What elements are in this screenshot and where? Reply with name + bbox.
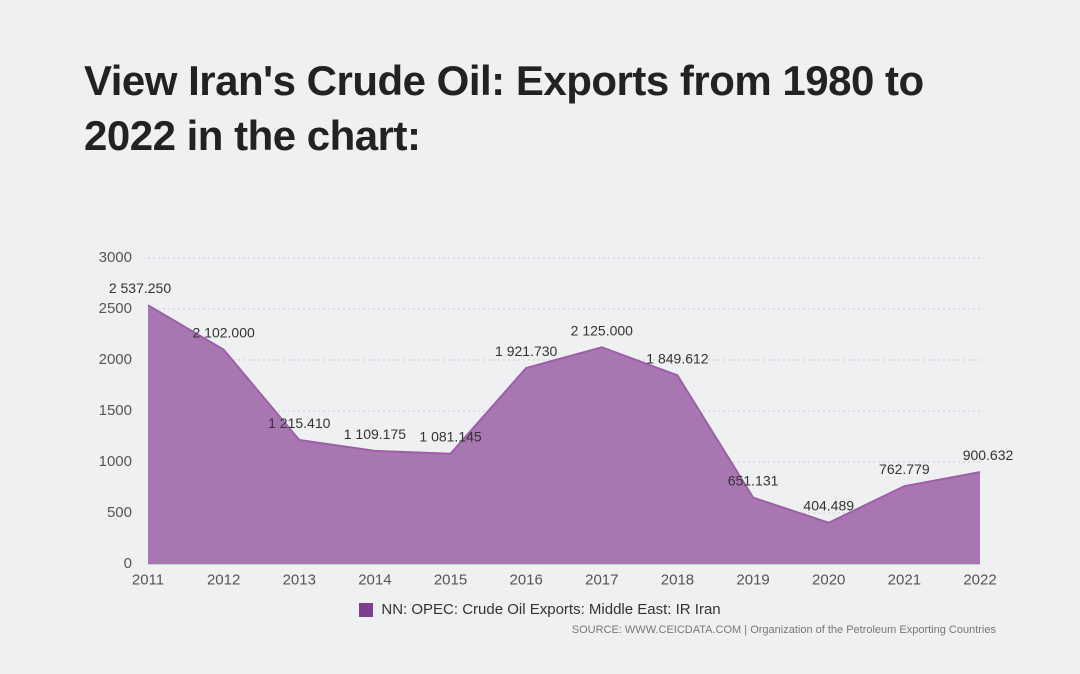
- svg-text:900.632: 900.632: [963, 447, 1014, 463]
- svg-text:2018: 2018: [661, 571, 694, 588]
- svg-text:1 081.145: 1 081.145: [419, 429, 481, 445]
- svg-text:500: 500: [107, 504, 132, 521]
- svg-text:2 125.000: 2 125.000: [571, 322, 633, 338]
- svg-text:2 102.000: 2 102.000: [192, 325, 254, 341]
- chart-container: 0 500 1000 1500 2000 2500 3000 2011 2012 2013 2014…: [84, 240, 996, 640]
- svg-text:2016: 2016: [509, 571, 542, 588]
- svg-text:2015: 2015: [434, 571, 467, 588]
- area-chart: 0 500 1000 1500 2000 2500 3000 2011 2012 2013 2014…: [84, 240, 996, 586]
- svg-text:1 109.175: 1 109.175: [344, 426, 406, 442]
- legend-swatch: [359, 603, 373, 617]
- svg-text:2021: 2021: [888, 571, 921, 588]
- svg-text:2012: 2012: [207, 571, 240, 588]
- svg-text:1500: 1500: [99, 402, 132, 419]
- svg-text:2 537.250: 2 537.250: [109, 280, 171, 296]
- svg-text:2020: 2020: [812, 571, 845, 588]
- svg-text:1 921.730: 1 921.730: [495, 343, 557, 359]
- page-title: View Iran's Crude Oil: Exports from 1980…: [84, 54, 984, 163]
- svg-text:762.779: 762.779: [879, 461, 930, 477]
- svg-text:2017: 2017: [585, 571, 618, 588]
- svg-text:1 215.410: 1 215.410: [268, 415, 330, 431]
- svg-text:0: 0: [124, 555, 132, 572]
- legend-text: NN: OPEC: Crude Oil Exports: Middle East…: [381, 601, 720, 618]
- svg-text:1000: 1000: [99, 453, 132, 470]
- svg-text:2000: 2000: [99, 351, 132, 368]
- svg-text:1 849.612: 1 849.612: [646, 350, 708, 366]
- svg-text:3000: 3000: [99, 249, 132, 266]
- svg-text:651.131: 651.131: [728, 473, 779, 489]
- svg-text:2019: 2019: [736, 571, 769, 588]
- svg-text:404.489: 404.489: [803, 498, 854, 514]
- svg-text:2500: 2500: [99, 300, 132, 317]
- svg-text:2011: 2011: [132, 571, 164, 588]
- svg-text:2022: 2022: [963, 571, 996, 588]
- legend: NN: OPEC: Crude Oil Exports: Middle East…: [84, 601, 996, 618]
- svg-text:2014: 2014: [358, 571, 391, 588]
- svg-text:2013: 2013: [283, 571, 316, 588]
- source-attribution: SOURCE: WWW.CEICDATA.COM | Organization …: [572, 624, 996, 636]
